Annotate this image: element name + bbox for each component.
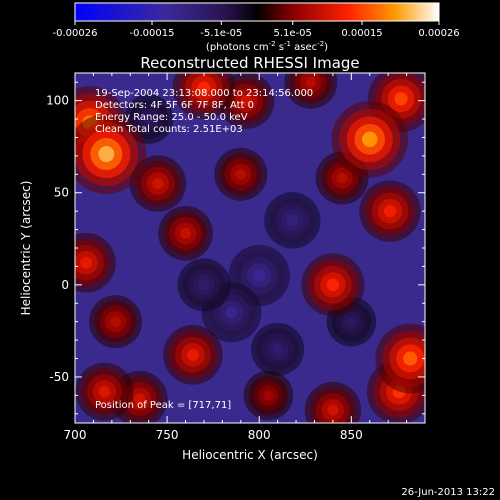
colorbar-gradient — [74, 2, 440, 22]
y-axis-label: Heliocentric Y (arcsec) — [19, 181, 33, 316]
colorbar-tick-label: 0.00026 — [418, 28, 459, 39]
plot-area: 700 750 800 850 -50 0 50 100 — [46, 72, 426, 442]
heatmap-source — [129, 155, 187, 212]
colorbar-ticks: -0.00026 -0.00015 -5.1e-05 5.1e-05 0.00015 0.… — [53, 21, 460, 39]
annotation-time-range: 19-Sep-2004 23:13:08.000 to 23:14:56.000 — [95, 88, 313, 99]
colorbar-units: (photons cm-2 s-1 asec-2) — [206, 40, 328, 53]
y-tick-label: -50 — [49, 370, 69, 384]
heatmap-source — [214, 147, 268, 201]
heatmap-source — [301, 253, 365, 317]
heatmap-source — [177, 258, 231, 312]
heatmap-source — [264, 192, 321, 249]
heatmap-source — [331, 101, 409, 178]
heatmap-source — [75, 362, 134, 421]
y-tick-label: 100 — [46, 94, 69, 108]
colorbar-tick-label: 0.00015 — [341, 28, 382, 39]
heatmap-source — [158, 205, 213, 261]
annotation-detectors: Detectors: 4F 5F 6F 7F 8F, Att 0 — [95, 100, 254, 111]
heatmap-source — [284, 73, 338, 109]
colorbar-tick-label: -0.00026 — [53, 28, 98, 39]
heatmap-layer — [75, 73, 425, 423]
annotation-energy-range: Energy Range: 25.0 - 50.0 keV — [95, 112, 248, 123]
chart-title: Reconstructed RHESSI Image — [140, 54, 359, 72]
axis-ticks: 700 750 800 850 -50 0 50 100 — [46, 73, 426, 442]
y-tick-label: 50 — [54, 186, 69, 200]
annotations: 19-Sep-2004 23:13:08.000 to 23:14:56.000… — [95, 88, 313, 411]
colorbar-tick-label: -0.00015 — [130, 28, 175, 39]
y-tick-label: 0 — [61, 278, 69, 292]
heatmap-source — [89, 295, 143, 349]
annotation-total-counts: Clean Total counts: 2.51E+03 — [95, 124, 243, 135]
heatmap-source — [172, 73, 236, 120]
heatmap-source — [251, 322, 305, 376]
heatmap-source — [359, 180, 421, 242]
x-tick-label: 850 — [340, 428, 363, 442]
x-axis-label: Heliocentric X (arcsec) — [182, 448, 318, 462]
heatmap-source — [75, 114, 147, 195]
colorbar: -0.00026 -0.00015 -5.1e-05 5.1e-05 0.00015 0.… — [53, 2, 460, 53]
footer-date: 26-Jun-2013 13:22 — [401, 487, 495, 498]
heatmap-source — [75, 232, 116, 293]
heatmap-source — [163, 325, 223, 385]
heatmap-source — [375, 323, 425, 394]
x-tick-label: 700 — [64, 428, 87, 442]
heatmap-source — [243, 370, 294, 421]
heatmap-source — [304, 381, 362, 423]
colorbar-tick-label: 5.1e-05 — [274, 28, 312, 39]
x-tick-label: 800 — [248, 428, 271, 442]
colorbar-tick-label: -5.1e-05 — [200, 28, 242, 39]
annotation-peak-position: Position of Peak = [717,71] — [95, 400, 231, 411]
x-tick-label: 750 — [156, 428, 179, 442]
